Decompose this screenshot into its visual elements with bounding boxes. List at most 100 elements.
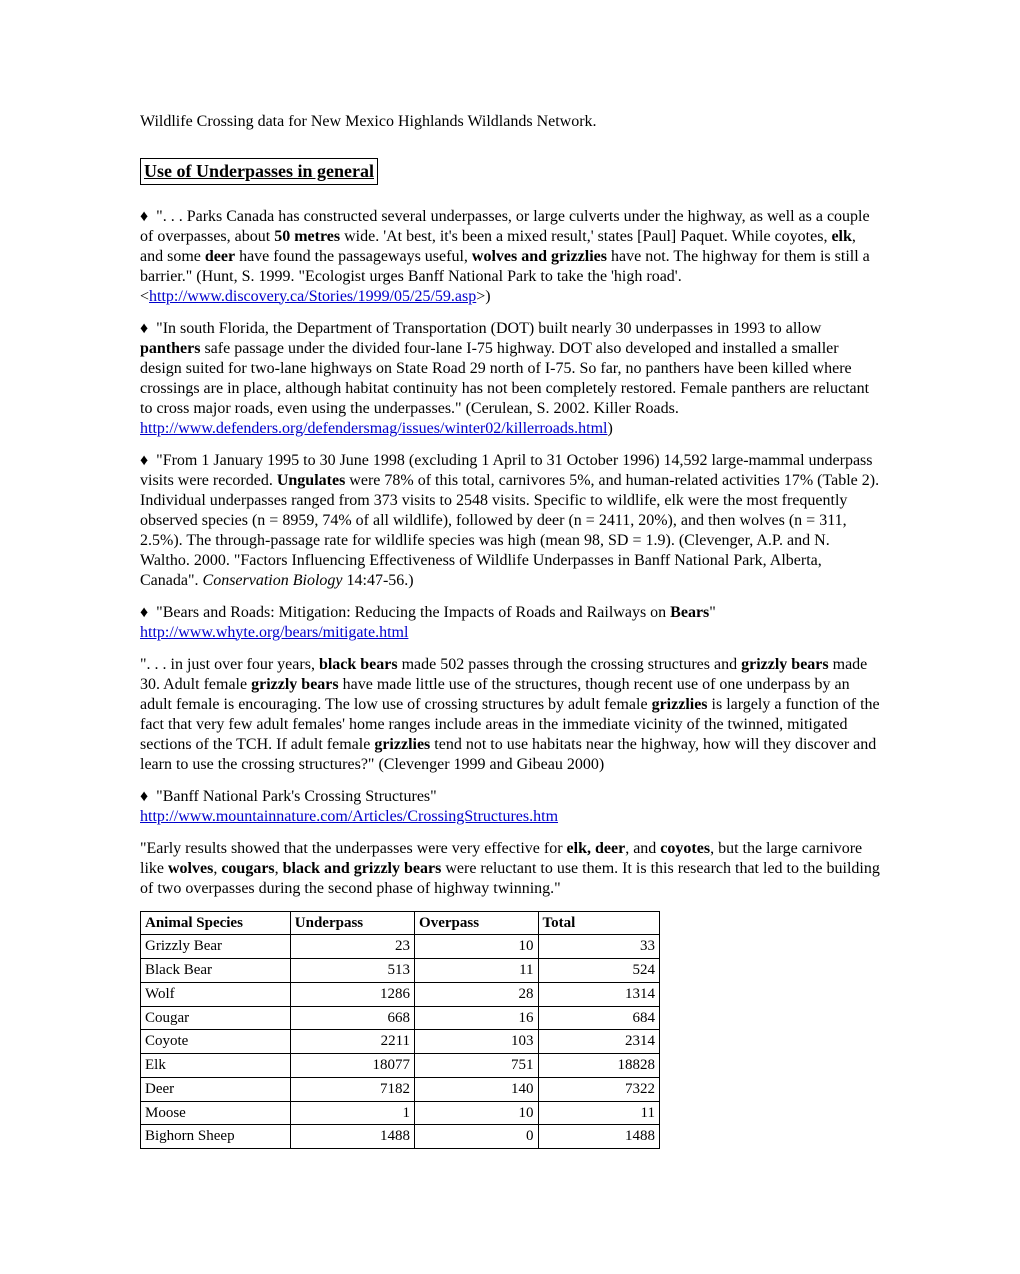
value-cell: 751: [415, 1054, 539, 1078]
value-cell: 10: [415, 1101, 539, 1125]
table-row: Wolf1286281314: [141, 982, 660, 1006]
species-cell: Grizzly Bear: [141, 935, 291, 959]
table-row: Deer71821407322: [141, 1077, 660, 1101]
bold-text: grizzly bears: [251, 676, 339, 693]
crossing-data-table: Animal Species Underpass Overpass Total …: [140, 911, 660, 1150]
table-row: Bighorn Sheep148801488: [141, 1125, 660, 1149]
bold-text: elk: [831, 228, 851, 245]
text-segment: "Early results showed that the underpass…: [140, 840, 567, 857]
bold-text: Ungulates: [277, 472, 345, 489]
table-row: Moose11011: [141, 1101, 660, 1125]
value-cell: 2211: [290, 1030, 414, 1054]
text-segment: , and: [625, 840, 660, 857]
value-cell: 7322: [538, 1077, 659, 1101]
text-segment: have found the passageways useful,: [235, 248, 472, 265]
value-cell: 2314: [538, 1030, 659, 1054]
col-overpass: Overpass: [415, 911, 539, 935]
species-cell: Elk: [141, 1054, 291, 1078]
value-cell: 1286: [290, 982, 414, 1006]
paragraph-5: ". . . in just over four years, black be…: [140, 655, 880, 775]
value-cell: 668: [290, 1006, 414, 1030]
species-cell: Black Bear: [141, 959, 291, 983]
table-header-row: Animal Species Underpass Overpass Total: [141, 911, 660, 935]
paragraph-7: "Early results showed that the underpass…: [140, 839, 880, 899]
value-cell: 1314: [538, 982, 659, 1006]
bold-text: panthers: [140, 340, 200, 357]
defenders-link[interactable]: http://www.defenders.org/defendersmag/is…: [140, 420, 607, 437]
text-segment: ,: [275, 860, 283, 877]
value-cell: 513: [290, 959, 414, 983]
bold-text: elk, deer: [567, 840, 626, 857]
bold-text: grizzly bears: [741, 656, 829, 673]
table-row: Cougar66816684: [141, 1006, 660, 1030]
value-cell: 11: [538, 1101, 659, 1125]
bullet-icon: ♦: [140, 604, 148, 621]
intro-text: Wildlife Crossing data for New Mexico Hi…: [140, 112, 880, 132]
table-row: Coyote22111032314: [141, 1030, 660, 1054]
bold-text: wolves: [168, 860, 213, 877]
text-segment: ". . . in just over four years,: [140, 656, 319, 673]
species-cell: Wolf: [141, 982, 291, 1006]
value-cell: 16: [415, 1006, 539, 1030]
text-segment: "In south Florida, the Department of Tra…: [152, 320, 821, 337]
bold-text: grizzlies: [652, 696, 708, 713]
bullet-icon: ♦: [140, 320, 148, 337]
table-row: Grizzly Bear231033: [141, 935, 660, 959]
paragraph-1: ♦ ". . . Parks Canada has constructed se…: [140, 207, 880, 307]
text-segment: safe passage under the divided four-lane…: [140, 340, 869, 417]
value-cell: 10: [415, 935, 539, 959]
value-cell: 33: [538, 935, 659, 959]
bullet-icon: ♦: [140, 208, 148, 225]
value-cell: 18828: [538, 1054, 659, 1078]
mountainnature-link[interactable]: http://www.mountainnature.com/Articles/C…: [140, 808, 558, 825]
paragraph-3: ♦ "From 1 January 1995 to 30 June 1998 (…: [140, 451, 880, 591]
discovery-link[interactable]: http://www.discovery.ca/Stories/1999/05/…: [149, 288, 476, 305]
text-segment: ): [607, 420, 612, 437]
paragraph-4: ♦ "Bears and Roads: Mitigation: Reducing…: [140, 603, 880, 643]
text-segment: 14:47-56.): [343, 572, 414, 589]
text-segment: wide. 'At best, it's been a mixed result…: [340, 228, 831, 245]
paragraph-6: ♦ "Banff National Park's Crossing Struct…: [140, 787, 880, 827]
species-cell: Bighorn Sheep: [141, 1125, 291, 1149]
value-cell: 23: [290, 935, 414, 959]
value-cell: 0: [415, 1125, 539, 1149]
col-underpass: Underpass: [290, 911, 414, 935]
value-cell: 11: [415, 959, 539, 983]
bullet-icon: ♦: [140, 788, 148, 805]
species-cell: Coyote: [141, 1030, 291, 1054]
bold-text: Bears: [670, 604, 709, 621]
col-total: Total: [538, 911, 659, 935]
bold-text: black bears: [319, 656, 398, 673]
text-segment: >): [476, 288, 490, 305]
value-cell: 524: [538, 959, 659, 983]
species-cell: Deer: [141, 1077, 291, 1101]
value-cell: 140: [415, 1077, 539, 1101]
bold-text: grizzlies: [374, 736, 430, 753]
value-cell: 7182: [290, 1077, 414, 1101]
col-species: Animal Species: [141, 911, 291, 935]
value-cell: 28: [415, 982, 539, 1006]
bold-text: deer: [205, 248, 235, 265]
species-cell: Cougar: [141, 1006, 291, 1030]
bullet-icon: ♦: [140, 452, 148, 469]
text-segment: "Banff National Park's Crossing Structur…: [152, 788, 437, 805]
whyte-link[interactable]: http://www.whyte.org/bears/mitigate.html: [140, 624, 408, 641]
value-cell: 103: [415, 1030, 539, 1054]
value-cell: 1: [290, 1101, 414, 1125]
value-cell: 684: [538, 1006, 659, 1030]
section-heading: Use of Underpasses in general: [140, 158, 378, 185]
italic-text: Conservation Biology: [203, 572, 343, 589]
value-cell: 1488: [538, 1125, 659, 1149]
table-row: Black Bear51311524: [141, 959, 660, 983]
bold-text: 50 metres: [274, 228, 340, 245]
species-cell: Moose: [141, 1101, 291, 1125]
text-segment: made 502 passes through the crossing str…: [398, 656, 741, 673]
text-segment: ": [709, 604, 716, 621]
bold-text: cougars: [221, 860, 274, 877]
text-segment: "Bears and Roads: Mitigation: Reducing t…: [152, 604, 670, 621]
table-row: Elk1807775118828: [141, 1054, 660, 1078]
value-cell: 1488: [290, 1125, 414, 1149]
bold-text: black and grizzly bears: [283, 860, 442, 877]
value-cell: 18077: [290, 1054, 414, 1078]
bold-text: wolves and grizzlies: [472, 248, 607, 265]
